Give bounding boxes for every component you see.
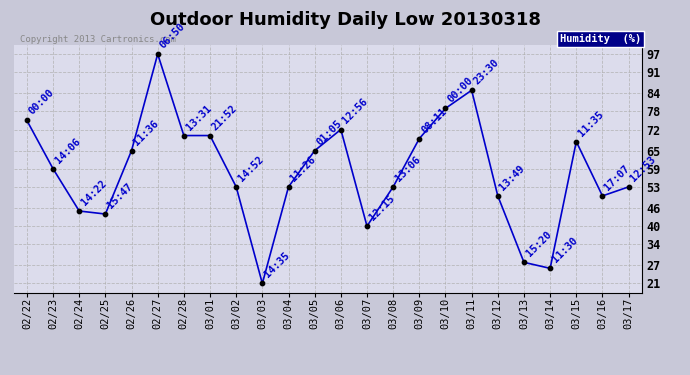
Text: 15:47: 15:47 <box>106 181 135 210</box>
Point <box>571 139 582 145</box>
Point <box>126 148 137 154</box>
Text: 14:52: 14:52 <box>236 154 266 183</box>
Text: 17:07: 17:07 <box>602 163 631 192</box>
Text: 11:35: 11:35 <box>576 109 605 138</box>
Text: 13:49: 13:49 <box>497 163 527 192</box>
Point <box>362 223 373 229</box>
Point <box>178 132 189 138</box>
Text: 15:20: 15:20 <box>524 230 553 259</box>
Point <box>335 126 346 132</box>
Text: Copyright 2013 Cartronics.com: Copyright 2013 Cartronics.com <box>20 35 176 44</box>
Point <box>48 166 59 172</box>
Point <box>544 266 555 272</box>
Text: Outdoor Humidity Daily Low 20130318: Outdoor Humidity Daily Low 20130318 <box>150 11 540 29</box>
Text: 11:30: 11:30 <box>550 236 580 265</box>
Text: 14:06: 14:06 <box>53 136 82 165</box>
Text: 12:15: 12:15 <box>367 193 396 222</box>
Point <box>414 136 425 142</box>
Point <box>230 184 241 190</box>
Text: 14:35: 14:35 <box>262 251 291 280</box>
Text: Humidity  (%): Humidity (%) <box>560 34 641 44</box>
Point <box>74 208 85 214</box>
Text: 01:05: 01:05 <box>315 118 344 147</box>
Text: 12:53: 12:53 <box>629 154 658 183</box>
Text: 06:50: 06:50 <box>158 21 187 50</box>
Text: 13:31: 13:31 <box>184 103 213 132</box>
Text: 00:00: 00:00 <box>27 88 56 117</box>
Point <box>257 280 268 286</box>
Text: 11:36: 11:36 <box>132 118 161 147</box>
Point <box>597 193 608 199</box>
Text: 11:26: 11:26 <box>288 154 317 183</box>
Text: 12:56: 12:56 <box>341 97 370 126</box>
Point <box>100 211 111 217</box>
Text: 14:22: 14:22 <box>79 178 108 207</box>
Point <box>309 148 320 154</box>
Point <box>21 117 32 123</box>
Point <box>204 132 215 138</box>
Text: 21:52: 21:52 <box>210 103 239 132</box>
Point <box>518 260 529 266</box>
Point <box>152 51 164 57</box>
Point <box>466 87 477 93</box>
Text: 00:00: 00:00 <box>446 76 475 105</box>
Text: 13:06: 13:06 <box>393 154 422 183</box>
Text: 08:11: 08:11 <box>420 106 448 135</box>
Point <box>492 193 503 199</box>
Text: 23:30: 23:30 <box>472 57 501 87</box>
Point <box>623 184 634 190</box>
Point <box>388 184 399 190</box>
Point <box>283 184 294 190</box>
Point <box>440 105 451 111</box>
